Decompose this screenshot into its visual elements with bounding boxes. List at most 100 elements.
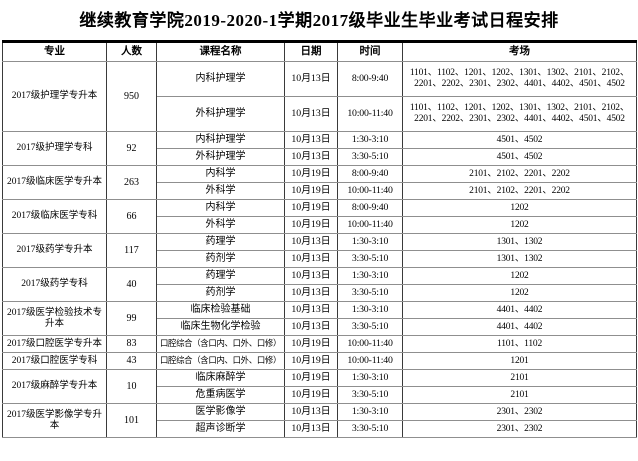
time-cell: 1:30-3:10: [337, 233, 403, 251]
course-cell: 临床麻醉学: [156, 369, 285, 387]
date-cell: 10月19日: [284, 386, 338, 404]
count-cell: 66: [106, 199, 157, 234]
table-row: 外科护理学 10月13日 3:30-5:10 4501、4502: [3, 148, 637, 166]
date-cell: 10月13日: [284, 267, 338, 285]
date-cell: 10月13日: [284, 96, 338, 132]
table-row: 药剂学 10月13日 3:30-5:10 1301、1302: [3, 250, 637, 268]
column-header-rooms: 考场: [402, 41, 637, 62]
count-cell: 99: [106, 301, 157, 336]
table-row: 2017级护理学专科 92 内科护理学 10月13日 1:30-3:10 4501、450…: [2, 131, 637, 166]
date-cell: 10月19日: [284, 199, 338, 217]
table-header: 专业 人数 课程名称 日期 时间 考场: [2, 41, 637, 62]
date-cell: 10月13日: [284, 420, 338, 438]
count-cell: 263: [106, 165, 157, 200]
table-row: 超声诊断学 10月13日 3:30-5:10 2301、2302: [3, 420, 637, 438]
rooms-cell: 1101、1102、1201、1202、1301、1302、2101、2102、…: [402, 96, 637, 132]
count-cell: 101: [106, 403, 157, 438]
date-cell: 10月19日: [284, 182, 338, 200]
date-cell: 10月13日: [284, 250, 338, 268]
time-cell: 8:00-9:40: [337, 165, 403, 183]
table-body: 2017级护理学专升本 950 内科护理学 10月13日 8:00-9:40 1101、1…: [2, 61, 637, 438]
rooms-cell: 1202: [402, 199, 637, 217]
exam-schedule-table: 专业 人数 课程名称 日期 时间 考场 2017级护理学专升本 950 内科护理学 10月13日…: [2, 40, 637, 438]
course-cell: 药剂学: [156, 250, 285, 268]
course-cell: 医学影像学: [156, 403, 285, 421]
table-row: 2017级口腔医学专升本 83 口腔综合（含口内、口外、口修） 10月19日 10:00…: [2, 335, 637, 353]
date-cell: 10月13日: [284, 284, 338, 302]
date-cell: 10月13日: [284, 131, 338, 149]
major-cell: 2017级口腔医学专科: [2, 352, 107, 370]
time-cell: 1:30-3:10: [337, 301, 403, 319]
table-row: 外科学 10月19日 10:00-11:40 2101、2102、2201、2202: [3, 182, 637, 200]
course-cell: 外科护理学: [156, 148, 285, 166]
major-cell: 2017级医学影像学专升本: [2, 403, 107, 438]
table-row: 2017级药学专科 40 药理学 10月13日 1:30-3:10 1202: [2, 267, 637, 302]
table-row: 临床生物化学检验 10月13日 3:30-5:10 4401、4402: [3, 318, 637, 336]
course-cell: 内科护理学: [156, 131, 285, 149]
course-cell: 危重病医学: [156, 386, 285, 404]
rooms-cell: 4401、4402: [402, 301, 637, 319]
rooms-cell: 1301、1302: [402, 250, 637, 268]
time-cell: 3:30-5:10: [337, 148, 403, 166]
course-cell: 口腔综合（含口内、口外、口修）: [156, 352, 285, 370]
date-cell: 10月13日: [284, 403, 338, 421]
table-row: 2017级麻醉学专升本 10 临床麻醉学 10月19日 1:30-3:10 2101: [2, 369, 637, 404]
date-cell: 10月19日: [284, 352, 338, 370]
rooms-cell: 2301、2302: [402, 403, 637, 421]
major-cell: 2017级临床医学专升本: [2, 165, 107, 200]
table-row: 外科学 10月19日 10:00-11:40 1202: [3, 216, 637, 234]
date-cell: 10月13日: [284, 61, 338, 97]
course-cell: 药理学: [156, 267, 285, 285]
table-row: 外科护理学 10月13日 10:00-11:40 1101、1102、1201、120…: [3, 96, 637, 132]
date-cell: 10月19日: [284, 165, 338, 183]
table-row: 2017级临床医学专科 66 内科学 10月19日 8:00-9:40 1202: [2, 199, 637, 234]
rooms-cell: 4501、4502: [402, 148, 637, 166]
major-cell: 2017级药学专升本: [2, 233, 107, 268]
rooms-cell: 4401、4402: [402, 318, 637, 336]
header-row: 专业 人数 课程名称 日期 时间 考场: [2, 41, 637, 62]
table-row: 2017级医学影像学专升本 101 医学影像学 10月13日 1:30-3:10 2301…: [2, 403, 637, 438]
rooms-cell: 2101、2102、2201、2202: [402, 182, 637, 200]
count-cell: 43: [106, 352, 157, 370]
course-cell: 超声诊断学: [156, 420, 285, 438]
course-cell: 外科学: [156, 182, 285, 200]
date-cell: 10月13日: [284, 233, 338, 251]
count-cell: 950: [106, 61, 157, 132]
column-header-major: 专业: [2, 41, 107, 62]
count-cell: 10: [106, 369, 157, 404]
date-cell: 10月19日: [284, 216, 338, 234]
major-cell: 2017级护理学专科: [2, 131, 107, 166]
rooms-cell: 1101、1102、1201、1202、1301、1302、2101、2102、…: [402, 61, 637, 97]
rooms-cell: 4501、4502: [402, 131, 637, 149]
rooms-cell: 2101: [402, 386, 637, 404]
column-header-course: 课程名称: [156, 41, 285, 62]
time-cell: 3:30-5:10: [337, 420, 403, 438]
time-cell: 3:30-5:10: [337, 284, 403, 302]
table-row: 2017级口腔医学专科 43 口腔综合（含口内、口外、口修） 10月19日 10:00-…: [2, 352, 637, 370]
course-cell: 口腔综合（含口内、口外、口修）: [156, 335, 285, 353]
rooms-cell: 1202: [402, 267, 637, 285]
time-cell: 3:30-5:10: [337, 318, 403, 336]
table-row: 2017级护理学专升本 950 内科护理学 10月13日 8:00-9:40 1101、1…: [2, 61, 637, 132]
time-cell: 10:00-11:40: [337, 335, 403, 353]
time-cell: 1:30-3:10: [337, 267, 403, 285]
course-cell: 内科学: [156, 199, 285, 217]
time-cell: 8:00-9:40: [337, 61, 403, 97]
course-cell: 外科护理学: [156, 96, 285, 132]
rooms-cell: 2301、2302: [402, 420, 637, 438]
time-cell: 1:30-3:10: [337, 403, 403, 421]
rooms-cell: 2101、2102、2201、2202: [402, 165, 637, 183]
major-cell: 2017级医学检验技术专升本: [2, 301, 107, 336]
course-cell: 临床检验基础: [156, 301, 285, 319]
time-cell: 3:30-5:10: [337, 386, 403, 404]
page-title: 继续教育学院2019-2020-1学期2017级毕业生毕业考试日程安排: [79, 11, 559, 30]
rooms-cell: 1301、1302: [402, 233, 637, 251]
rooms-cell: 2101: [402, 369, 637, 387]
time-cell: 10:00-11:40: [337, 182, 403, 200]
count-cell: 92: [106, 131, 157, 166]
column-header-time: 时间: [337, 41, 403, 62]
date-cell: 10月13日: [284, 148, 338, 166]
rooms-cell: 1202: [402, 216, 637, 234]
count-cell: 40: [106, 267, 157, 302]
